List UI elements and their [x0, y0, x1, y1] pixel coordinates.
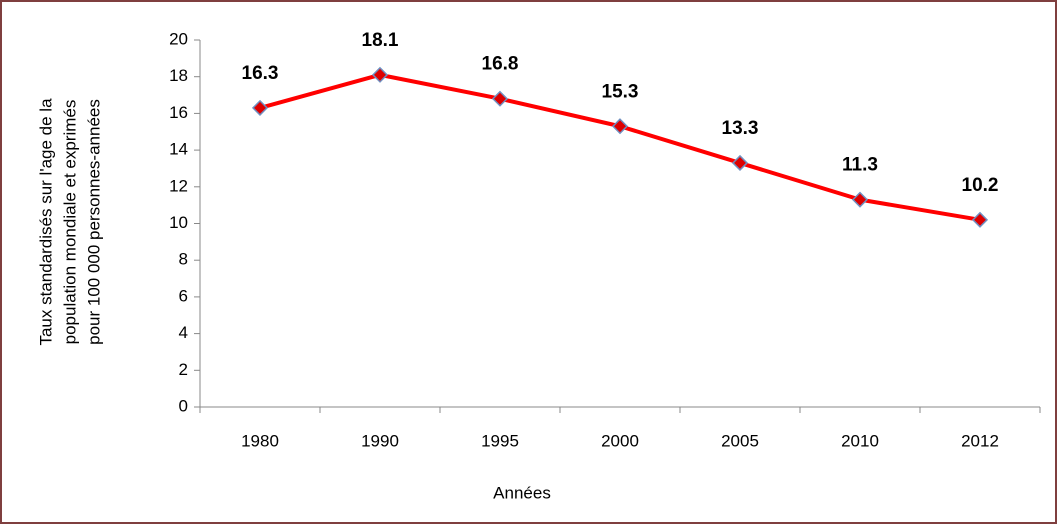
marker	[491, 90, 509, 107]
y-tick-label: 6	[179, 286, 188, 305]
data-label: 15.3	[602, 81, 639, 102]
data-label: 13.3	[722, 118, 759, 139]
marker	[611, 118, 629, 135]
x-axis-label: Années	[493, 483, 551, 502]
x-tick-label: 2005	[721, 431, 759, 450]
y-axis-label: population mondiale et exprimés	[60, 100, 79, 345]
x-tick-label: 1990	[361, 431, 399, 450]
y-tick-label: 2	[179, 360, 188, 379]
x-tick-label: 2000	[601, 431, 639, 450]
y-tick-label: 16	[169, 103, 188, 122]
y-tick-label: 12	[169, 176, 188, 195]
x-tick-label: 2010	[841, 431, 879, 450]
y-axis-label: Taux standardisés sur l'age de la	[36, 98, 55, 346]
marker	[371, 66, 389, 83]
data-label: 16.8	[482, 54, 519, 75]
data-label: 18.1	[362, 30, 399, 51]
y-tick-label: 0	[179, 396, 188, 415]
x-tick-label: 2012	[961, 431, 999, 450]
data-label: 11.3	[842, 155, 878, 176]
y-tick-label: 4	[179, 323, 188, 342]
marker	[251, 99, 269, 116]
data-label: 10.2	[962, 175, 999, 196]
y-tick-label: 14	[169, 140, 188, 159]
y-tick-label: 18	[169, 66, 188, 85]
marker	[731, 154, 749, 172]
marker	[851, 191, 869, 208]
y-tick-label: 20	[169, 29, 188, 48]
x-tick-label: 1995	[481, 431, 519, 450]
y-axis-label: pour 100 000 personnes-années	[84, 99, 103, 345]
y-tick-label: 8	[179, 250, 188, 269]
x-tick-label: 1980	[241, 431, 279, 450]
y-tick-label: 10	[169, 213, 188, 232]
marker	[971, 211, 989, 228]
data-label: 16.3	[242, 63, 279, 84]
